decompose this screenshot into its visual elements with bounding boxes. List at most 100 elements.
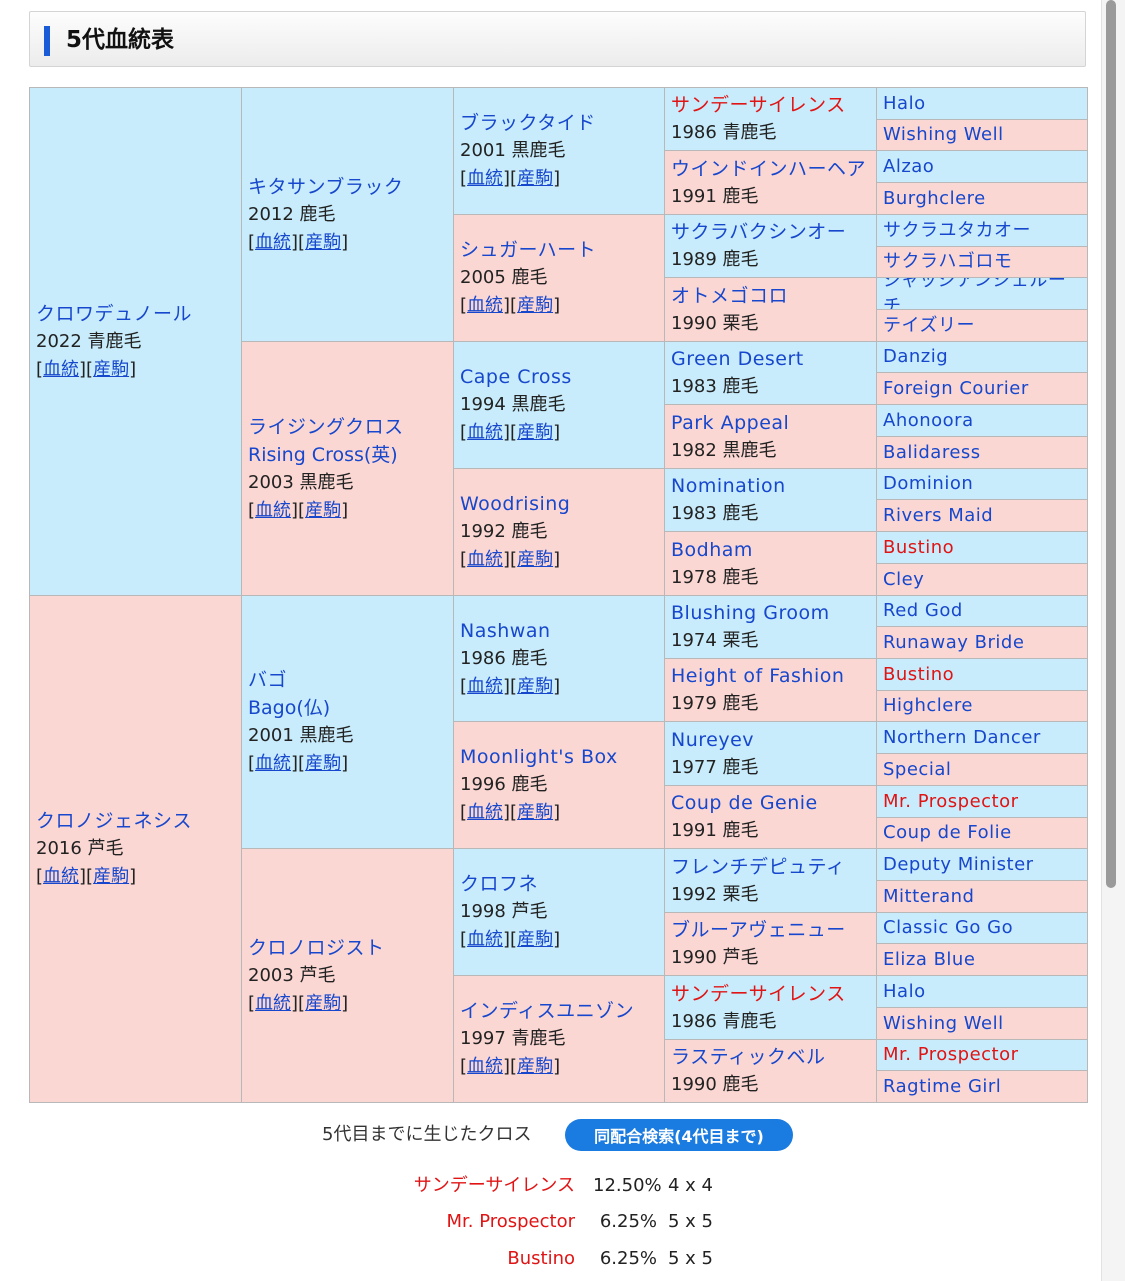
horse-name-link[interactable]: オトメゴコロ	[671, 284, 789, 307]
pedigree-link[interactable]: 血統	[255, 992, 292, 1014]
horse-name-link[interactable]: Highclere	[883, 695, 973, 716]
horse-links: [血統][産駒]	[36, 866, 137, 887]
horse-name-link[interactable]: Bustino	[883, 536, 955, 558]
cross-horse-link[interactable]: サンデーサイレンス	[413, 1175, 575, 1196]
birth-year-coat: 2022 青鹿毛	[36, 330, 142, 352]
horse-name-link[interactable]: Runaway Bride	[883, 631, 1025, 653]
horse-name-link[interactable]: クロノジェネシス	[36, 810, 193, 832]
horse-name-link[interactable]: Special	[883, 758, 952, 780]
progeny-link[interactable]: 産駒	[517, 802, 554, 823]
horse-name-link[interactable]: テイズリー	[883, 314, 975, 336]
scrollbar-thumb[interactable]	[1106, 0, 1116, 888]
horse-name-link[interactable]: ライジングクロス	[248, 415, 404, 438]
progeny-link[interactable]: 産駒	[305, 499, 342, 521]
pedigree-link[interactable]: 血統	[255, 499, 292, 521]
pedigree-link[interactable]: 血統	[255, 753, 292, 774]
horse-name-link[interactable]: クロワデュノール	[36, 302, 193, 325]
pedigree-link[interactable]: 血統	[467, 1056, 504, 1077]
pedigree-link[interactable]: 血統	[43, 358, 80, 380]
horse-name-link[interactable]: Alzao	[883, 155, 935, 177]
progeny-link[interactable]: 産駒	[305, 753, 342, 774]
progeny-link[interactable]: 産駒	[517, 295, 554, 316]
pedigree-link[interactable]: 血統	[467, 802, 504, 823]
progeny-link[interactable]: 産駒	[93, 866, 130, 887]
same-breeding-search-button[interactable]: 同配合検索(4代目まで)	[565, 1119, 793, 1151]
horse-name-link[interactable]: ウインドインハーヘア	[671, 157, 867, 180]
horse-name-link[interactable]: Halo	[883, 92, 926, 114]
horse-name-link[interactable]: シュガーハート	[460, 239, 597, 261]
horse-name-en-link[interactable]: Rising Cross(英)	[248, 443, 398, 466]
horse-name-link[interactable]: Bodham	[671, 538, 753, 561]
horse-name-link[interactable]: Northern Dancer	[883, 726, 1041, 748]
horse-name-link[interactable]: Eliza Blue	[883, 948, 976, 970]
pedigree-link[interactable]: 血統	[255, 231, 292, 253]
cross-horse-link[interactable]: Mr. Prospector	[446, 1211, 575, 1232]
pedigree-link[interactable]: 血統	[467, 675, 504, 697]
horse-name-link[interactable]: Red God	[883, 600, 963, 621]
horse-name-link[interactable]: Mitterand	[883, 885, 975, 907]
horse-name-link[interactable]: Nomination	[671, 475, 786, 497]
horse-name-link[interactable]: Classic Go Go	[883, 917, 1014, 938]
progeny-link[interactable]: 産駒	[517, 929, 554, 950]
horse-name-link[interactable]: Ragtime Girl	[883, 1075, 1002, 1097]
horse-name-link[interactable]: キタサンブラック	[248, 175, 404, 198]
horse-name-link[interactable]: Dominion	[883, 473, 974, 494]
horse-name-link[interactable]: Deputy Minister	[883, 853, 1034, 875]
horse-name-link[interactable]: Height of Fashion	[671, 665, 845, 687]
horse-name-link[interactable]: Woodrising	[460, 493, 571, 515]
horse-name-link[interactable]: Coup de Folie	[883, 822, 1012, 843]
horse-name-en-link[interactable]: Bago(仏)	[248, 697, 331, 719]
horse-name-link[interactable]: Mr. Prospector	[883, 1044, 1019, 1065]
horse-name-link[interactable]: サンデーサイレンス	[671, 982, 846, 1005]
horse-name-link[interactable]: Foreign Courier	[883, 377, 1029, 399]
horse-name-link[interactable]: Moonlight's Box	[460, 746, 618, 768]
horse-name-link[interactable]: Mr. Prospector	[883, 790, 1019, 812]
horse-name-link[interactable]: Nashwan	[460, 619, 551, 642]
horse-name-link[interactable]: Bustino	[883, 663, 955, 685]
cross-horse-link[interactable]: Bustino	[507, 1248, 575, 1269]
horse-name-link[interactable]: ジャッジアンジェルーチ	[883, 278, 1067, 310]
horse-name-link[interactable]: Cape Cross	[460, 366, 572, 388]
horse-name-link[interactable]: Green Desert	[671, 348, 804, 370]
pedigree-cell-gen3: クロフネ 1998 芦毛 [血統][産駒]	[454, 849, 665, 976]
horse-name-link[interactable]: クロフネ	[460, 873, 539, 895]
pedigree-link[interactable]: 血統	[467, 168, 504, 189]
horse-name-link[interactable]: フレンチデピュティ	[671, 855, 846, 878]
progeny-link[interactable]: 産駒	[517, 168, 554, 189]
pedigree-link[interactable]: 血統	[43, 866, 80, 887]
horse-name-link[interactable]: サクラバクシンオー	[671, 221, 847, 243]
horse-name-link[interactable]: Wishing Well	[883, 124, 1004, 145]
horse-name-link[interactable]: Rivers Maid	[883, 504, 994, 526]
progeny-link[interactable]: 産駒	[517, 549, 554, 570]
horse-name-link[interactable]: Ahonoora	[883, 409, 974, 431]
horse-name-link[interactable]: Cley	[883, 568, 925, 590]
horse-name-link[interactable]: ブルーアヴェニュー	[671, 919, 846, 941]
horse-name-link[interactable]: クロノロジスト	[248, 936, 385, 959]
pedigree-link[interactable]: 血統	[467, 295, 504, 316]
pedigree-link[interactable]: 血統	[467, 549, 504, 570]
progeny-link[interactable]: 産駒	[93, 358, 130, 380]
progeny-link[interactable]: 産駒	[517, 422, 554, 443]
pedigree-link[interactable]: 血統	[467, 422, 504, 443]
progeny-link[interactable]: 産駒	[305, 992, 342, 1014]
horse-name-link[interactable]: Burghclere	[883, 187, 986, 209]
horse-name-link[interactable]: Balidaress	[883, 441, 981, 463]
pedigree-link[interactable]: 血統	[467, 929, 504, 950]
progeny-link[interactable]: 産駒	[305, 231, 342, 253]
horse-name-link[interactable]: サクラハゴロモ	[883, 251, 1013, 272]
horse-name-link[interactable]: Park Appeal	[671, 411, 790, 434]
horse-name-link[interactable]: Halo	[883, 980, 926, 1002]
horse-name-link[interactable]: ラスティックベル	[671, 1046, 826, 1068]
horse-name-link[interactable]: インディスユニゾン	[460, 1000, 635, 1022]
horse-name-link[interactable]: バゴ	[248, 669, 288, 691]
horse-name-link[interactable]: Nureyev	[671, 728, 755, 751]
horse-name-link[interactable]: Blushing Groom	[671, 602, 830, 624]
horse-name-link[interactable]: Danzig	[883, 346, 949, 367]
horse-name-link[interactable]: ブラックタイド	[460, 112, 596, 134]
horse-name-link[interactable]: Coup de Genie	[671, 792, 818, 814]
horse-name-link[interactable]: サクラユタカオー	[883, 219, 1031, 241]
progeny-link[interactable]: 産駒	[517, 1056, 554, 1077]
horse-name-link[interactable]: サンデーサイレンス	[671, 94, 846, 116]
progeny-link[interactable]: 産駒	[517, 675, 554, 697]
horse-name-link[interactable]: Wishing Well	[883, 1012, 1004, 1034]
